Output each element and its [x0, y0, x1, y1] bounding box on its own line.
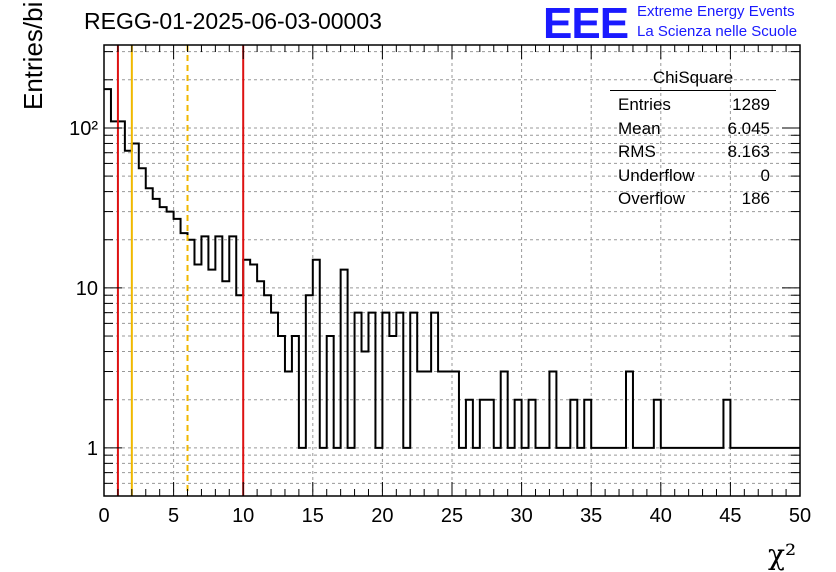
stats-title: ChiSquare: [610, 68, 776, 91]
stats-row-underflow: Underflow 0: [610, 164, 776, 188]
y-axis-label: Entries/bin: [18, 0, 48, 110]
stats-row-overflow: Overflow 186: [610, 187, 776, 211]
x-tick-label: 5: [168, 505, 179, 527]
stats-row-entries: Entries 1289: [610, 93, 776, 117]
stats-value: 8.163: [727, 142, 770, 161]
stats-value: 0: [760, 165, 770, 185]
stats-value: 186: [741, 189, 770, 208]
stats-label: Entries: [618, 95, 671, 114]
stats-value: 1289: [732, 95, 770, 114]
x-tick-label: 0: [98, 505, 109, 527]
logo-line-1: Extreme Energy Events: [637, 3, 795, 20]
stats-label: Mean: [618, 118, 661, 138]
stats-value: 6.045: [727, 118, 770, 138]
x-tick-label: 35: [580, 505, 602, 527]
x-tick-label: 40: [650, 505, 672, 527]
x-tick-label: 20: [371, 505, 393, 527]
stats-label: Overflow: [618, 189, 686, 208]
x-tick-label: 25: [441, 505, 463, 527]
stats-row-mean: Mean 6.045: [610, 117, 776, 141]
x-axis-label: χ²: [768, 538, 797, 571]
logo-line-2: La Scienza nelle Scuole: [637, 23, 798, 40]
x-tick-label: 10: [232, 505, 254, 527]
y-tick-label: 10²: [69, 118, 98, 140]
stats-box: ChiSquare Entries 1289 Mean 6.045 RMS 8.…: [610, 68, 776, 211]
stats-label: RMS: [618, 142, 656, 161]
x-tick-label: 30: [510, 505, 532, 527]
eee-logo: EEE: [543, 0, 629, 48]
histogram-title: REGG-01-2025-06-03-00003: [84, 8, 382, 34]
y-tick-label: 10: [76, 278, 98, 300]
histogram-line: [104, 88, 800, 449]
y-tick-label: 1: [87, 438, 98, 460]
x-tick-label: 50: [789, 505, 811, 527]
stats-row-rms: RMS 8.163: [610, 140, 776, 164]
x-tick-label: 45: [719, 505, 741, 527]
stats-label: Underflow: [618, 165, 695, 185]
x-tick-label: 15: [302, 505, 324, 527]
